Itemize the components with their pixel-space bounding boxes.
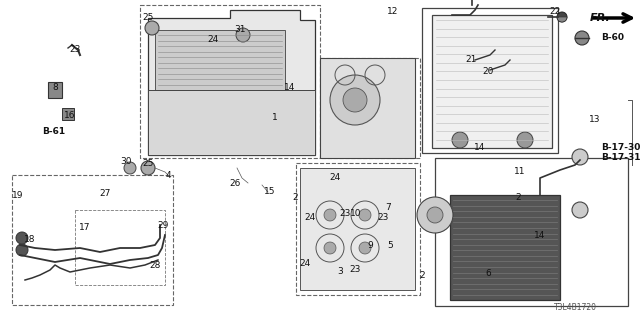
Circle shape (330, 75, 380, 125)
Text: 29: 29 (157, 220, 169, 229)
Circle shape (145, 21, 159, 35)
Circle shape (359, 242, 371, 254)
Polygon shape (320, 58, 415, 158)
Text: 2: 2 (292, 194, 298, 203)
Circle shape (324, 209, 336, 221)
Text: B-60: B-60 (601, 34, 624, 43)
Text: 11: 11 (515, 167, 525, 177)
Text: T3L4B1720: T3L4B1720 (554, 303, 596, 313)
Text: 23: 23 (69, 45, 81, 54)
Polygon shape (48, 82, 62, 98)
Circle shape (557, 12, 567, 22)
Text: 22: 22 (549, 7, 561, 17)
Circle shape (572, 202, 588, 218)
Text: 12: 12 (387, 7, 399, 17)
Circle shape (141, 161, 155, 175)
Text: 4: 4 (165, 171, 171, 180)
Wedge shape (557, 17, 567, 22)
Polygon shape (62, 108, 74, 120)
Text: 24: 24 (207, 36, 219, 44)
Circle shape (452, 132, 468, 148)
Text: 13: 13 (589, 116, 601, 124)
Text: B-61: B-61 (42, 127, 65, 137)
Text: 14: 14 (284, 84, 296, 92)
Text: 2: 2 (419, 270, 425, 279)
Text: 21: 21 (465, 55, 477, 65)
Text: 24: 24 (300, 259, 310, 268)
Circle shape (16, 244, 28, 256)
Text: 6: 6 (485, 269, 491, 278)
Polygon shape (148, 90, 315, 155)
Text: 30: 30 (120, 157, 132, 166)
Text: 14: 14 (534, 230, 546, 239)
Circle shape (324, 242, 336, 254)
Text: B-17-31: B-17-31 (601, 154, 640, 163)
Text: 24: 24 (305, 212, 316, 221)
Circle shape (16, 232, 28, 244)
Circle shape (572, 149, 588, 165)
Text: 19: 19 (12, 190, 24, 199)
Polygon shape (148, 10, 315, 155)
Text: 23: 23 (378, 213, 388, 222)
Circle shape (359, 209, 371, 221)
Circle shape (236, 28, 250, 42)
Text: 24: 24 (330, 173, 340, 182)
Text: FR.: FR. (590, 13, 611, 23)
Circle shape (124, 162, 136, 174)
Text: 25: 25 (142, 158, 154, 167)
Polygon shape (155, 30, 285, 90)
Text: 31: 31 (234, 26, 246, 35)
Text: 27: 27 (99, 188, 111, 197)
Circle shape (343, 88, 367, 112)
Text: 16: 16 (64, 110, 76, 119)
Circle shape (517, 132, 533, 148)
Text: 18: 18 (24, 236, 36, 244)
Text: 28: 28 (149, 260, 161, 269)
Text: 26: 26 (229, 179, 241, 188)
Text: 5: 5 (387, 241, 393, 250)
Polygon shape (300, 168, 415, 290)
Polygon shape (450, 195, 560, 300)
Text: 9: 9 (367, 241, 373, 250)
Text: 10: 10 (350, 209, 362, 218)
Polygon shape (432, 15, 552, 148)
Text: 3: 3 (337, 268, 343, 276)
Text: 23: 23 (339, 209, 351, 218)
Text: B-17-30: B-17-30 (601, 143, 640, 153)
Text: 8: 8 (52, 84, 58, 92)
Text: 15: 15 (264, 188, 276, 196)
Text: 25: 25 (142, 13, 154, 22)
Text: 17: 17 (79, 223, 91, 233)
Circle shape (417, 197, 453, 233)
Text: 14: 14 (474, 143, 486, 153)
Text: 23: 23 (349, 266, 361, 275)
Text: 2: 2 (515, 194, 521, 203)
Circle shape (575, 31, 589, 45)
Text: 7: 7 (385, 204, 391, 212)
Text: 1: 1 (272, 114, 278, 123)
Circle shape (427, 207, 443, 223)
Text: 20: 20 (483, 68, 493, 76)
